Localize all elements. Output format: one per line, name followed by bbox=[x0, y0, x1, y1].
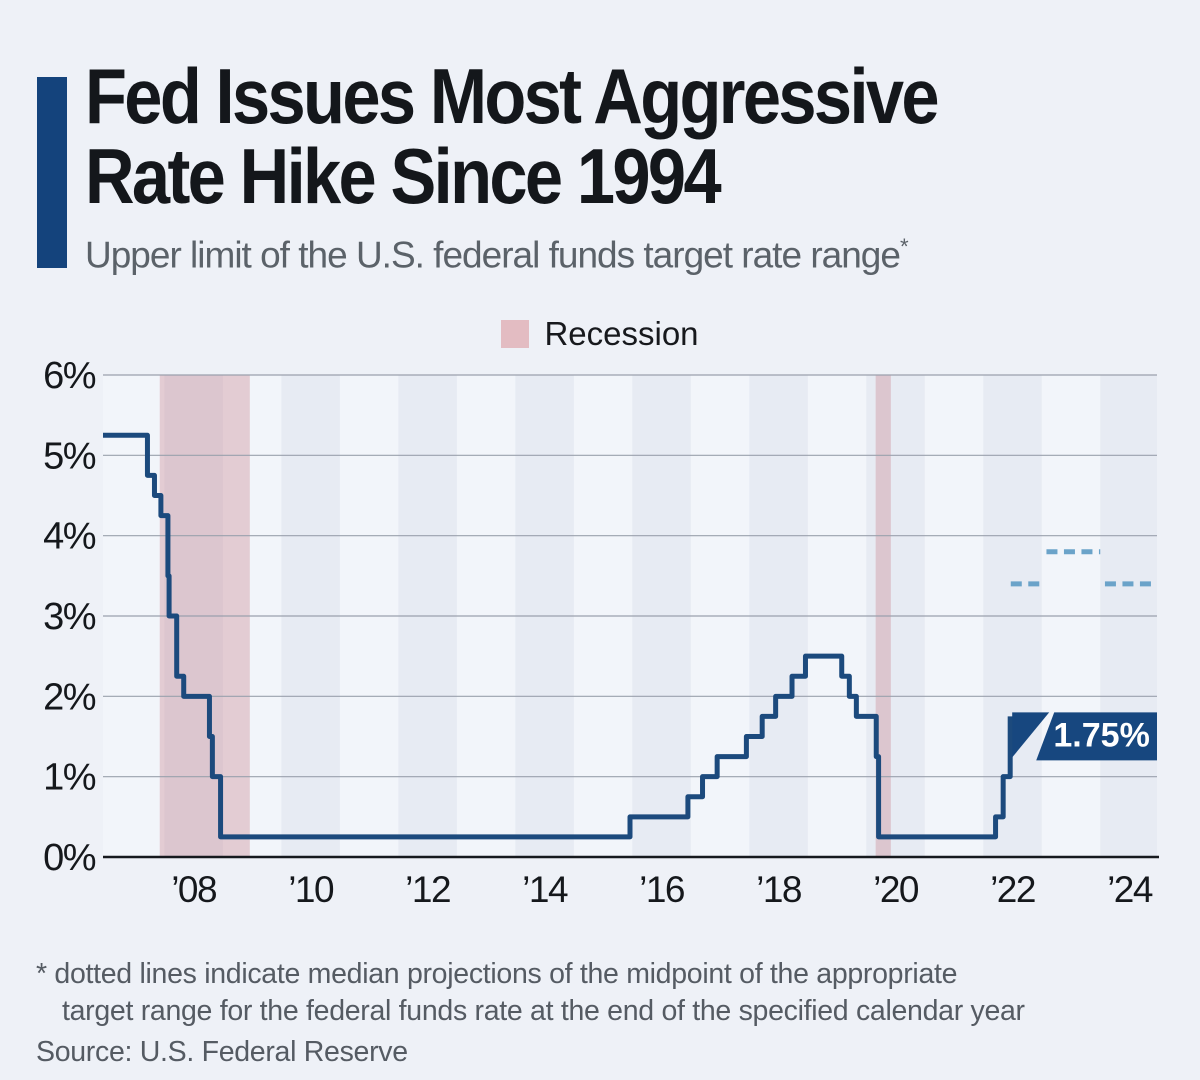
chart-subtitle: Upper limit of the U.S. federal funds ta… bbox=[85, 234, 909, 276]
x-axis-label: ’16 bbox=[639, 869, 684, 910]
x-axis-label: ’10 bbox=[288, 869, 334, 910]
x-axis-label: ’12 bbox=[405, 869, 450, 910]
y-axis-label: 6% bbox=[43, 355, 96, 397]
y-axis-label: 1% bbox=[43, 757, 96, 799]
chart-title: Fed Issues Most Aggressive Rate Hike Sinc… bbox=[85, 56, 940, 216]
recession-legend-swatch bbox=[501, 320, 530, 348]
footnote-line2: target range for the federal funds rate … bbox=[62, 995, 1025, 1027]
x-axis-label: ’14 bbox=[522, 869, 568, 910]
y-axis-label: 2% bbox=[43, 676, 96, 718]
recession-legend-label: Recession bbox=[544, 315, 699, 352]
y-axis-label: 0% bbox=[43, 837, 96, 879]
footnote-line1: * dotted lines indicate median projectio… bbox=[36, 958, 958, 990]
title-accent-bar bbox=[37, 77, 67, 268]
chart-title-line1: Fed Issues Most Aggressive bbox=[85, 52, 940, 140]
chart-subtitle-text: Upper limit of the U.S. federal funds ta… bbox=[85, 234, 901, 276]
x-axis-label: ’08 bbox=[171, 869, 216, 910]
x-axis-label: ’24 bbox=[1107, 869, 1153, 910]
y-axis-label: 3% bbox=[43, 596, 96, 638]
value-flag-box bbox=[1036, 712, 1157, 761]
rate-line bbox=[103, 432, 1013, 840]
y-axis-label: 5% bbox=[43, 435, 96, 477]
current-rate-label: 1.75% bbox=[1053, 716, 1149, 754]
chart-title-line2: Rate Hike Since 1994 bbox=[85, 132, 722, 220]
y-axis-label: 4% bbox=[43, 516, 96, 558]
x-axis-label: ’22 bbox=[990, 869, 1035, 910]
value-flag-pointer bbox=[1012, 712, 1050, 758]
footnote: * dotted lines indicate median projectio… bbox=[36, 956, 1025, 1030]
source-line: Source: U.S. Federal Reserve bbox=[36, 1036, 408, 1068]
footnote-marker: * bbox=[899, 234, 909, 259]
legend: Recession bbox=[0, 315, 1200, 353]
x-axis-label: ’20 bbox=[873, 869, 919, 910]
x-axis-label: ’18 bbox=[756, 869, 801, 910]
